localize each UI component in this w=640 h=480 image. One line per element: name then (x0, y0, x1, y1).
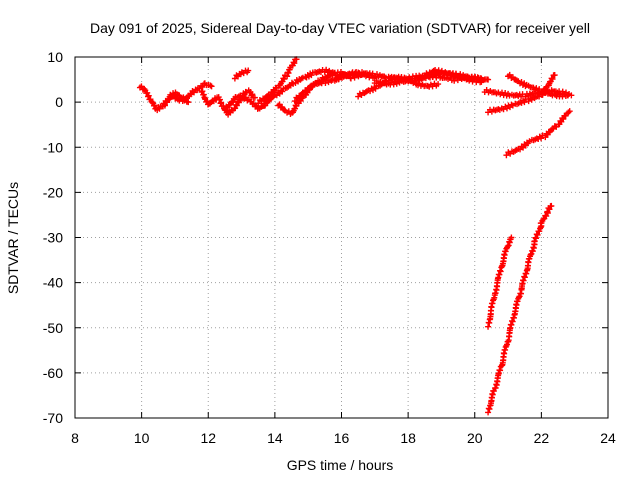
chart-title: Day 091 of 2025, Sidereal Day-to-day VTE… (90, 20, 590, 36)
data-point (548, 202, 555, 209)
data-point (242, 94, 249, 101)
y-tick-label: 0 (55, 94, 63, 110)
data-point (249, 91, 256, 98)
y-axis-label: SDTVAR / TECUs (5, 182, 21, 294)
data-point (199, 88, 206, 95)
y-tick-label: -40 (43, 275, 63, 291)
data-point (255, 100, 262, 107)
y-tick-label: -60 (43, 365, 63, 381)
y-tick-label: -10 (43, 139, 63, 155)
x-tick-label: 8 (71, 430, 79, 446)
data-point (466, 74, 473, 81)
data-point (309, 84, 316, 91)
x-tick-label: 22 (534, 430, 550, 446)
data-point (298, 75, 305, 82)
data-point (185, 99, 192, 106)
data-point (207, 82, 214, 89)
data-point (245, 67, 252, 74)
x-tick-label: 14 (267, 430, 283, 446)
data-point (284, 73, 291, 80)
data-point (506, 71, 513, 78)
data-point (497, 367, 504, 374)
x-tick-label: 18 (400, 430, 416, 446)
plot-frame (74, 56, 609, 419)
x-tick-label: 16 (334, 430, 350, 446)
data-point (208, 83, 215, 90)
data-point (485, 409, 492, 416)
y-tick-label: -30 (43, 230, 63, 246)
data-point (508, 234, 515, 241)
data-point (233, 102, 240, 109)
x-tick-label: 24 (600, 430, 616, 446)
tick-labels: 8 10 12 14 16 18 20 22 24 10 0 -10 -20 -30 -40 -50 -60 -7… (43, 49, 616, 446)
data-point (527, 251, 534, 258)
data-point (261, 100, 268, 107)
data-point (532, 235, 539, 242)
data-point (251, 94, 258, 101)
data-point (515, 294, 522, 301)
data-point (161, 102, 168, 109)
data-point (231, 75, 238, 82)
data-point (164, 99, 171, 106)
x-tick-label: 12 (200, 430, 216, 446)
data-point (291, 60, 298, 67)
data-point (560, 116, 567, 123)
data-point (151, 102, 158, 109)
data-point (490, 388, 497, 395)
data-point (546, 206, 553, 213)
data-point (551, 72, 558, 79)
data-point (280, 75, 287, 82)
data-point (188, 91, 195, 98)
data-points (136, 56, 575, 416)
data-point (279, 88, 286, 95)
data-point (141, 85, 148, 92)
data-point (536, 86, 543, 93)
data-point (566, 108, 573, 115)
y-tick-label: -50 (43, 320, 63, 336)
y-tick-label: 10 (47, 49, 63, 65)
data-point (565, 92, 572, 99)
y-tick-label: -70 (43, 410, 63, 426)
data-point (481, 76, 488, 83)
x-tick-label: 20 (467, 430, 483, 446)
data-point (549, 75, 556, 82)
data-point (504, 243, 511, 250)
x-axis-label: GPS time / hours (287, 457, 394, 473)
data-point (281, 76, 288, 83)
data-point (435, 81, 442, 88)
y-tick-label: -20 (43, 184, 63, 200)
x-tick-label: 10 (134, 430, 150, 446)
data-point (534, 231, 541, 238)
grid-lines (75, 57, 608, 418)
